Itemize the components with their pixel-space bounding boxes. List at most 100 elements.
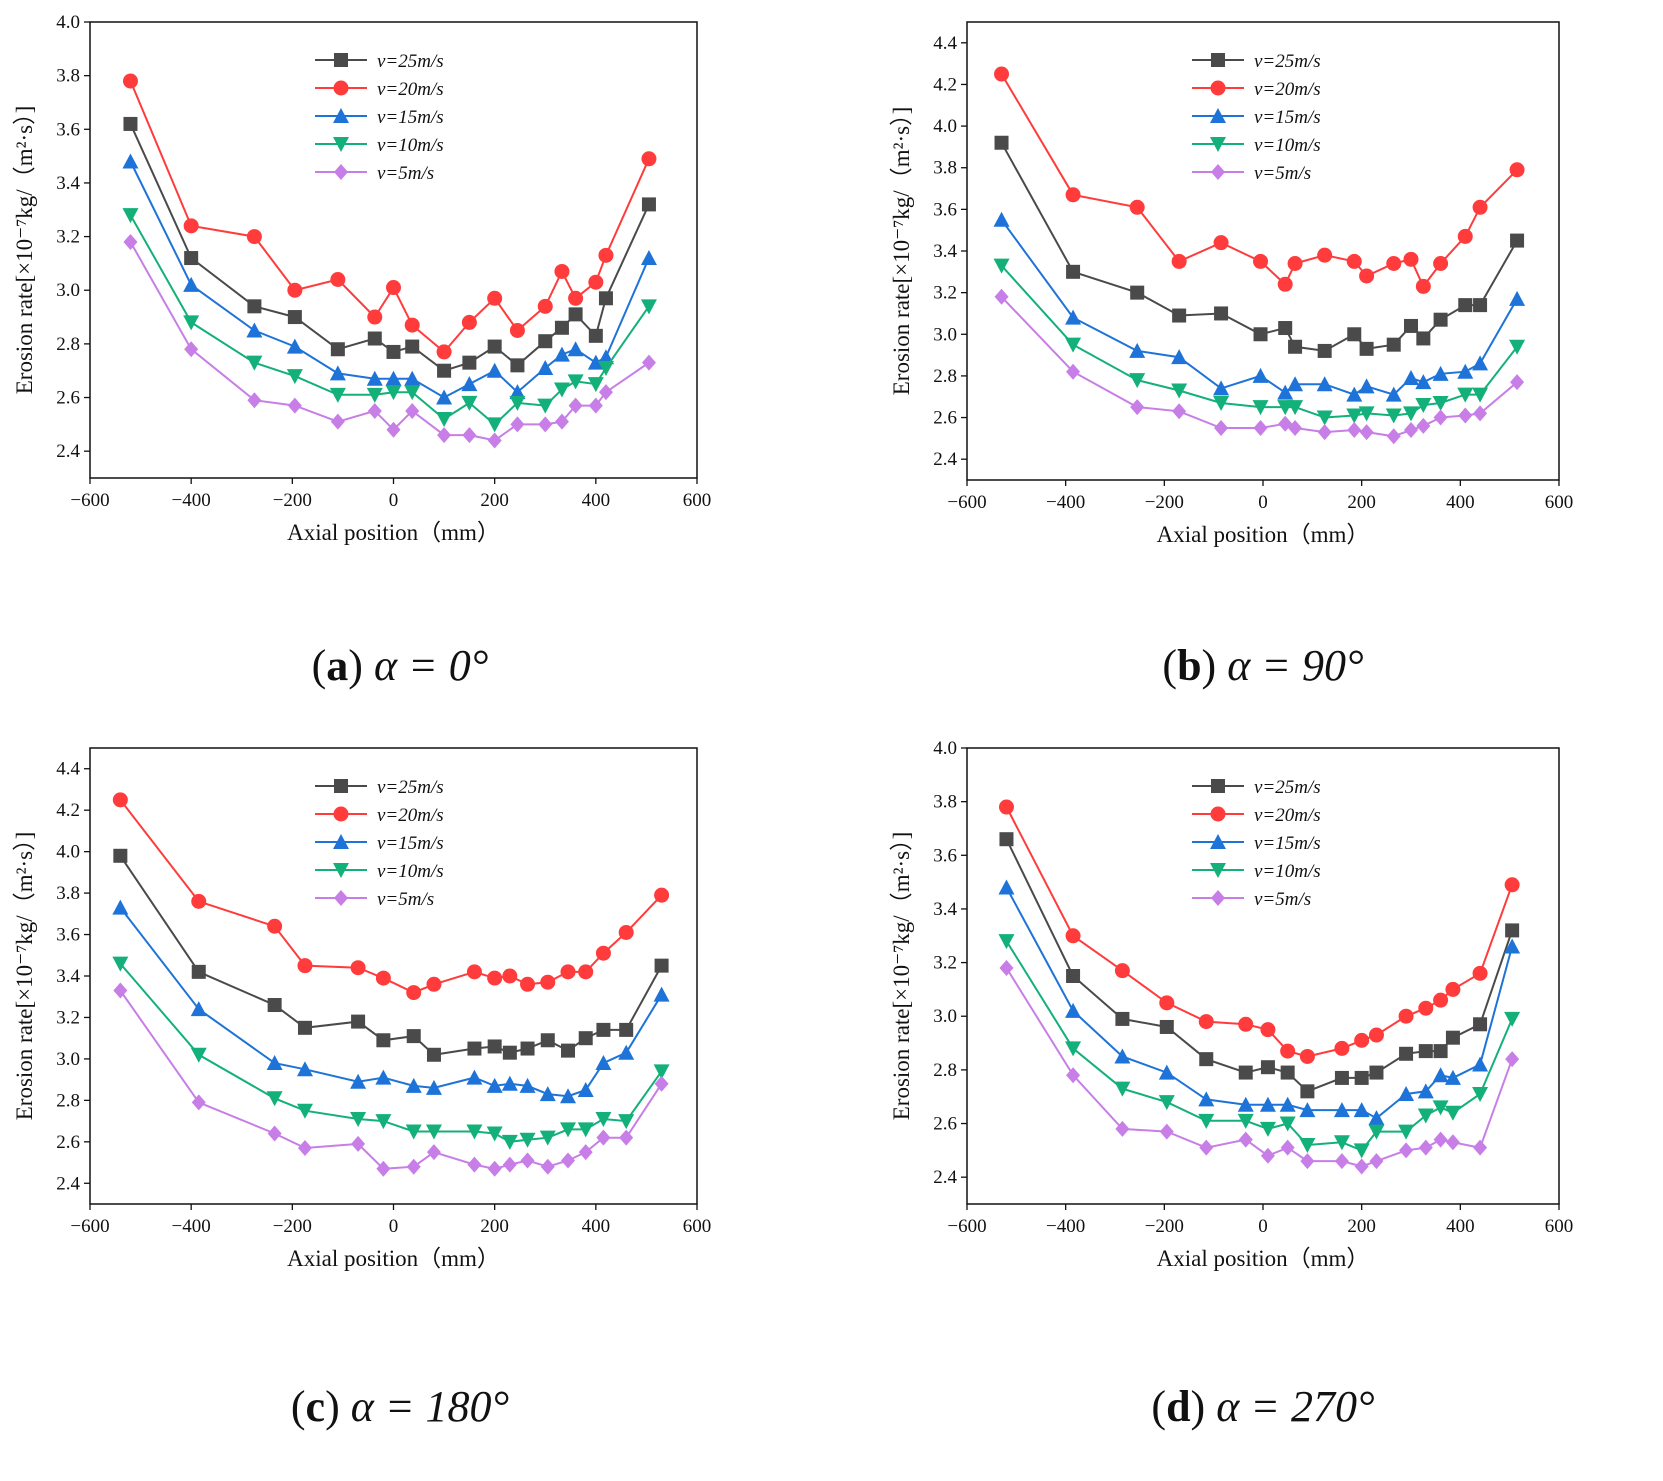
data-point: [1398, 1008, 1414, 1024]
legend-marker: [1210, 80, 1226, 96]
x-tick-label: 200: [480, 1216, 509, 1237]
data-point: [1458, 407, 1473, 424]
data-point: [1369, 1153, 1384, 1170]
data-point: [1158, 1064, 1175, 1080]
data-point: [405, 402, 420, 419]
data-point: [191, 964, 206, 979]
data-point: [351, 1014, 366, 1029]
data-point: [1368, 1124, 1385, 1140]
data-point: [1359, 424, 1374, 441]
data-point: [367, 402, 382, 419]
x-tick-label: 200: [1347, 492, 1376, 513]
x-tick-label: 400: [1446, 492, 1475, 513]
data-point: [998, 799, 1014, 815]
data-point: [112, 792, 128, 808]
y-tick-label: 3.6: [56, 119, 80, 140]
data-point: [1473, 298, 1488, 313]
y-axis-title: Erosion rate[×10⁻⁷kg/（m²·s）]: [12, 106, 37, 395]
data-point: [1504, 1011, 1521, 1027]
x-tick-label: 400: [582, 1216, 611, 1237]
data-point: [329, 387, 346, 403]
data-point: [1433, 1131, 1448, 1148]
data-point: [404, 385, 421, 401]
data-point: [1386, 428, 1401, 445]
data-point: [1415, 398, 1432, 414]
data-point: [184, 251, 199, 266]
data-point: [385, 370, 402, 386]
y-tick-label: 4.0: [933, 116, 957, 137]
data-point: [1171, 383, 1188, 399]
data-point: [1346, 386, 1363, 402]
data-point: [376, 1033, 391, 1048]
y-tick-label: 3.2: [56, 227, 80, 248]
y-tick-label: 2.4: [933, 1167, 957, 1188]
series-v=15m/s: [112, 899, 670, 1104]
series-v=5m/s: [999, 959, 1520, 1175]
y-tick-label: 3.2: [56, 1007, 80, 1028]
data-point: [286, 369, 303, 385]
data-point: [461, 314, 477, 330]
data-point: [1198, 1014, 1214, 1030]
data-point: [1404, 422, 1418, 439]
data-point: [1115, 1120, 1130, 1137]
data-point: [502, 968, 518, 984]
data-point: [246, 355, 263, 371]
caption-text: α = 180°: [350, 1382, 510, 1431]
y-tick-label: 2.4: [56, 1173, 80, 1194]
data-point: [404, 370, 421, 386]
data-point: [1159, 995, 1175, 1011]
series-v=20m/s: [112, 792, 670, 1001]
data-point: [1433, 1044, 1448, 1059]
y-axis-title: Erosion rate[×10⁻⁷kg/（m²·s）]: [12, 832, 37, 1121]
x-axis-title: Axial position（mm）: [1157, 1246, 1370, 1271]
legend-label: v=15m/s: [1254, 107, 1321, 128]
data-point: [1316, 410, 1333, 426]
data-point: [267, 998, 282, 1013]
y-tick-label: 4.0: [933, 738, 957, 759]
data-point: [540, 974, 556, 990]
data-point: [502, 1156, 517, 1173]
data-point: [1172, 308, 1187, 323]
data-point: [286, 338, 303, 354]
y-tick-label: 3.4: [56, 966, 80, 987]
legend-label: v=5m/s: [377, 889, 434, 910]
data-point: [1213, 235, 1229, 251]
series-v=15m/s: [993, 211, 1526, 402]
data-point: [1253, 419, 1268, 436]
caption-text: α = 0°: [373, 641, 489, 690]
legend-label: v=10m/s: [1254, 861, 1321, 882]
legend-label: v=15m/s: [377, 107, 444, 128]
data-point: [1353, 1143, 1370, 1159]
caption-letter: c: [305, 1382, 326, 1431]
data-point: [467, 1041, 482, 1056]
series-v=25m/s: [994, 135, 1525, 358]
data-point: [1418, 1044, 1433, 1059]
data-point: [1237, 1096, 1254, 1112]
data-point: [406, 1158, 421, 1175]
data-point: [1214, 419, 1229, 436]
x-tick-label: 0: [389, 1216, 399, 1237]
data-point: [1129, 342, 1146, 358]
data-point: [993, 258, 1010, 274]
y-tick-label: 3.2: [933, 953, 957, 974]
data-point: [1171, 253, 1187, 269]
data-point: [1445, 981, 1461, 997]
data-point: [538, 416, 553, 433]
data-point: [1214, 306, 1229, 321]
data-point: [1300, 1153, 1315, 1170]
data-point: [1280, 1043, 1296, 1059]
legend-label: v=20m/s: [1254, 79, 1321, 100]
data-point: [1432, 365, 1449, 381]
data-point: [1280, 1065, 1295, 1080]
data-point: [123, 233, 138, 250]
x-axis-title: Axial position（mm）: [1157, 522, 1370, 547]
data-point: [1259, 1096, 1276, 1112]
series-v=25m/s: [123, 116, 656, 378]
data-point: [1334, 1070, 1349, 1085]
data-point: [561, 1152, 576, 1169]
data-point: [1288, 339, 1303, 354]
series-line: [1000, 219, 1518, 396]
data-point: [487, 290, 503, 306]
data-point: [330, 413, 345, 430]
y-tick-label: 3.6: [56, 925, 80, 946]
